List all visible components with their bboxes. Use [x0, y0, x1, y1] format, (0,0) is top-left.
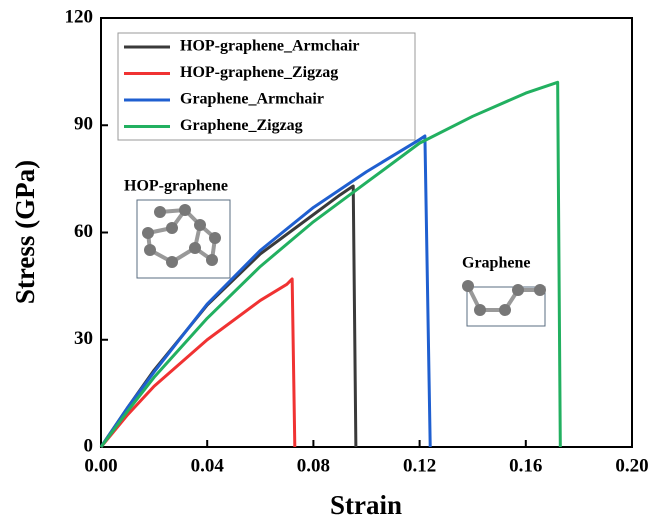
chart: Strain Stress (GPa) HOP-graphene Graphen…: [0, 0, 659, 524]
y-tick-label: 30: [74, 328, 93, 349]
legend-label: HOP-graphene_Armchair: [180, 38, 360, 55]
annotation: HOP-graphene: [124, 178, 228, 195]
legend-label: HOP-graphene_Zigzag: [180, 64, 338, 81]
y-tick-label: 0: [84, 435, 94, 456]
y-axis-title: Stress (GPa): [10, 160, 40, 304]
x-tick-label: 0.00: [84, 455, 117, 476]
legend-label: Graphene_Zigzag: [180, 117, 303, 134]
x-tick-label: 0.04: [191, 455, 225, 476]
x-tick-label: 0.16: [509, 455, 542, 476]
hop-molecule-inset: [137, 200, 230, 278]
annotation: Graphene: [462, 255, 530, 272]
y-tick-label: 90: [74, 114, 93, 135]
x-tick-label: 0.08: [297, 455, 330, 476]
y-tick-label: 60: [74, 221, 93, 242]
x-tick-label: 0.12: [403, 455, 436, 476]
x-axis-title: Strain: [330, 490, 402, 520]
x-tick-label: 0.20: [615, 455, 648, 476]
series-line: [101, 279, 295, 447]
y-tick-label: 120: [65, 6, 94, 27]
legend-label: Graphene_Armchair: [180, 91, 324, 108]
graphene-molecule-inset: [462, 280, 546, 326]
